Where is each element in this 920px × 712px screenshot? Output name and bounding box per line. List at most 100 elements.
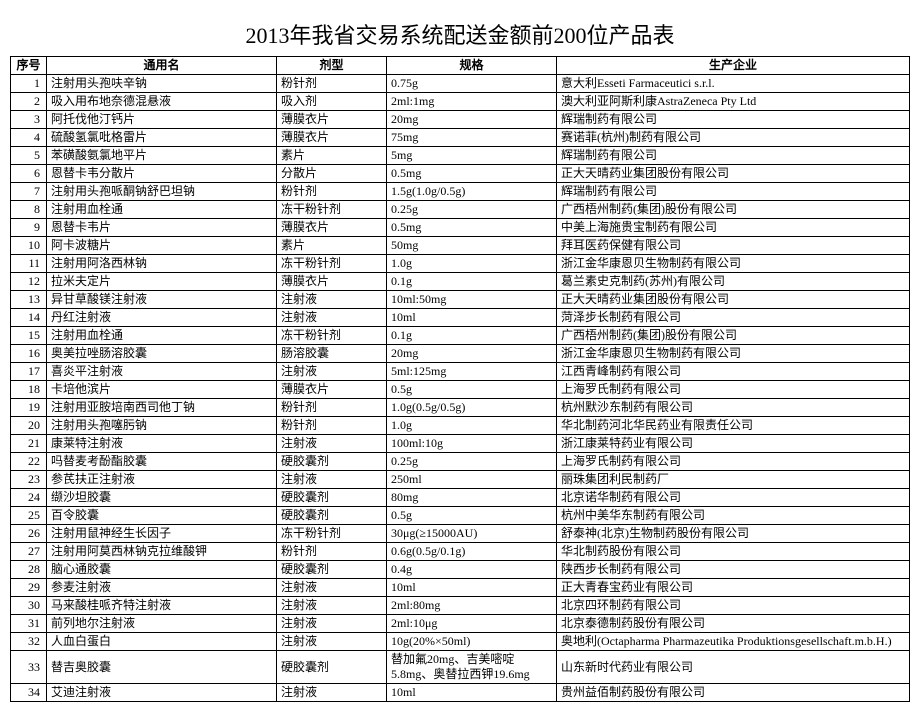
table-row: 26注射用鼠神经生长因子冻干粉针剂30μg(≥15000AU)舒泰神(北京)生物… xyxy=(11,525,910,543)
table-row: 16奥美拉唑肠溶胶囊肠溶胶囊20mg浙江金华康恩贝生物制药有限公司 xyxy=(11,345,910,363)
table-row: 20注射用头孢噻肟钠粉针剂1.0g华北制药河北华民药业有限责任公司 xyxy=(11,417,910,435)
table-cell: 马来酸桂哌齐特注射液 xyxy=(47,597,277,615)
product-table: 序号 通用名 剂型 规格 生产企业 1注射用头孢呋辛钠粉针剂0.75g意大利Es… xyxy=(10,56,910,702)
table-cell: 菏泽步长制药有限公司 xyxy=(557,309,910,327)
table-cell: 0.25g xyxy=(387,453,557,471)
table-cell: 5 xyxy=(11,147,47,165)
table-cell: 19 xyxy=(11,399,47,417)
table-cell: 丹红注射液 xyxy=(47,309,277,327)
table-cell: 24 xyxy=(11,489,47,507)
table-cell: 奥地利(Octapharma Pharmazeutika Produktions… xyxy=(557,633,910,651)
table-row: 8注射用血栓通冻干粉针剂0.25g广西梧州制药(集团)股份有限公司 xyxy=(11,201,910,219)
table-cell: 硬胶囊剂 xyxy=(277,453,387,471)
table-cell: 31 xyxy=(11,615,47,633)
table-header-row: 序号 通用名 剂型 规格 生产企业 xyxy=(11,57,910,75)
table-cell: 硬胶囊剂 xyxy=(277,507,387,525)
table-cell: 2ml:10μg xyxy=(387,615,557,633)
table-cell: 27 xyxy=(11,543,47,561)
table-row: 17喜炎平注射液注射液5ml:125mg江西青峰制药有限公司 xyxy=(11,363,910,381)
col-form: 剂型 xyxy=(277,57,387,75)
table-cell: 7 xyxy=(11,183,47,201)
table-cell: 艾迪注射液 xyxy=(47,684,277,702)
table-cell: 上海罗氏制药有限公司 xyxy=(557,381,910,399)
table-cell: 1.0g xyxy=(387,417,557,435)
table-cell: 11 xyxy=(11,255,47,273)
table-cell: 注射液 xyxy=(277,291,387,309)
table-cell: 恩替卡韦片 xyxy=(47,219,277,237)
table-cell: 粉针剂 xyxy=(277,183,387,201)
table-row: 5苯磺酸氨氯地平片素片5mg辉瑞制药有限公司 xyxy=(11,147,910,165)
table-cell: 贵州益佰制药股份有限公司 xyxy=(557,684,910,702)
table-cell: 注射液 xyxy=(277,435,387,453)
table-cell: 异甘草酸镁注射液 xyxy=(47,291,277,309)
table-cell: 参芪扶正注射液 xyxy=(47,471,277,489)
table-row: 13异甘草酸镁注射液注射液10ml:50mg正大天晴药业集团股份有限公司 xyxy=(11,291,910,309)
table-cell: 阿托伐他汀钙片 xyxy=(47,111,277,129)
table-cell: 注射液 xyxy=(277,597,387,615)
table-cell: 100ml:10g xyxy=(387,435,557,453)
table-cell: 注射用鼠神经生长因子 xyxy=(47,525,277,543)
table-cell: 丽珠集团利民制药厂 xyxy=(557,471,910,489)
table-cell: 华北制药河北华民药业有限责任公司 xyxy=(557,417,910,435)
table-cell: 注射用头孢哌酮钠舒巴坦钠 xyxy=(47,183,277,201)
table-cell: 注射液 xyxy=(277,615,387,633)
table-cell: 赛诺菲(杭州)制药有限公司 xyxy=(557,129,910,147)
table-cell: 10ml xyxy=(387,684,557,702)
table-cell: 硬胶囊剂 xyxy=(277,489,387,507)
table-cell: 辉瑞制药有限公司 xyxy=(557,111,910,129)
table-cell: 10ml:50mg xyxy=(387,291,557,309)
table-cell: 意大利Esseti Farmaceutici s.r.l. xyxy=(557,75,910,93)
table-cell: 薄膜衣片 xyxy=(277,381,387,399)
table-cell: 正大天晴药业集团股份有限公司 xyxy=(557,165,910,183)
table-cell: 17 xyxy=(11,363,47,381)
table-cell: 舒泰神(北京)生物制药股份有限公司 xyxy=(557,525,910,543)
table-cell: 26 xyxy=(11,525,47,543)
table-cell: 9 xyxy=(11,219,47,237)
table-row: 33替吉奥胶囊硬胶囊剂替加氟20mg、吉美嘧啶5.8mg、奥替拉西钾19.6mg… xyxy=(11,651,910,684)
col-name: 通用名 xyxy=(47,57,277,75)
table-cell: 北京四环制药有限公司 xyxy=(557,597,910,615)
table-cell: 10ml xyxy=(387,309,557,327)
table-cell: 浙江金华康恩贝生物制药有限公司 xyxy=(557,255,910,273)
table-cell: 辉瑞制药有限公司 xyxy=(557,147,910,165)
table-cell: 28 xyxy=(11,561,47,579)
table-cell: 冻干粉针剂 xyxy=(277,201,387,219)
table-cell: 替吉奥胶囊 xyxy=(47,651,277,684)
table-cell: 喜炎平注射液 xyxy=(47,363,277,381)
table-cell: 阿卡波糖片 xyxy=(47,237,277,255)
table-row: 6恩替卡韦分散片分散片0.5mg正大天晴药业集团股份有限公司 xyxy=(11,165,910,183)
table-cell: 8 xyxy=(11,201,47,219)
table-cell: 康莱特注射液 xyxy=(47,435,277,453)
table-body: 1注射用头孢呋辛钠粉针剂0.75g意大利Esseti Farmaceutici … xyxy=(11,75,910,702)
table-row: 7注射用头孢哌酮钠舒巴坦钠粉针剂1.5g(1.0g/0.5g)辉瑞制药有限公司 xyxy=(11,183,910,201)
table-cell: 0.25g xyxy=(387,201,557,219)
table-cell: 脑心通胶囊 xyxy=(47,561,277,579)
table-cell: 杭州默沙东制药有限公司 xyxy=(557,399,910,417)
table-row: 24缬沙坦胶囊硬胶囊剂80mg北京诺华制药有限公司 xyxy=(11,489,910,507)
table-cell: 21 xyxy=(11,435,47,453)
table-cell: 0.5mg xyxy=(387,165,557,183)
table-cell: 5ml:125mg xyxy=(387,363,557,381)
table-cell: 75mg xyxy=(387,129,557,147)
table-cell: 硬胶囊剂 xyxy=(277,651,387,684)
table-cell: 注射用头孢呋辛钠 xyxy=(47,75,277,93)
table-cell: 注射液 xyxy=(277,471,387,489)
table-cell: 注射用血栓通 xyxy=(47,201,277,219)
table-cell: 薄膜衣片 xyxy=(277,273,387,291)
table-row: 15注射用血栓通冻干粉针剂0.1g广西梧州制药(集团)股份有限公司 xyxy=(11,327,910,345)
table-cell: 0.6g(0.5g/0.1g) xyxy=(387,543,557,561)
table-cell: 23 xyxy=(11,471,47,489)
table-row: 2吸入用布地奈德混悬液吸入剂2ml:1mg澳大利亚阿斯利康AstraZeneca… xyxy=(11,93,910,111)
table-cell: 华北制药股份有限公司 xyxy=(557,543,910,561)
table-cell: 4 xyxy=(11,129,47,147)
table-cell: 吗替麦考酚酯胶囊 xyxy=(47,453,277,471)
table-cell: 百令胶囊 xyxy=(47,507,277,525)
table-cell: 素片 xyxy=(277,237,387,255)
table-row: 23参芪扶正注射液注射液250ml丽珠集团利民制药厂 xyxy=(11,471,910,489)
table-cell: 2ml:1mg xyxy=(387,93,557,111)
table-row: 9恩替卡韦片薄膜衣片0.5mg中美上海施贵宝制药有限公司 xyxy=(11,219,910,237)
table-cell: 上海罗氏制药有限公司 xyxy=(557,453,910,471)
table-cell: 恩替卡韦分散片 xyxy=(47,165,277,183)
table-cell: 1.0g xyxy=(387,255,557,273)
table-cell: 粉针剂 xyxy=(277,399,387,417)
